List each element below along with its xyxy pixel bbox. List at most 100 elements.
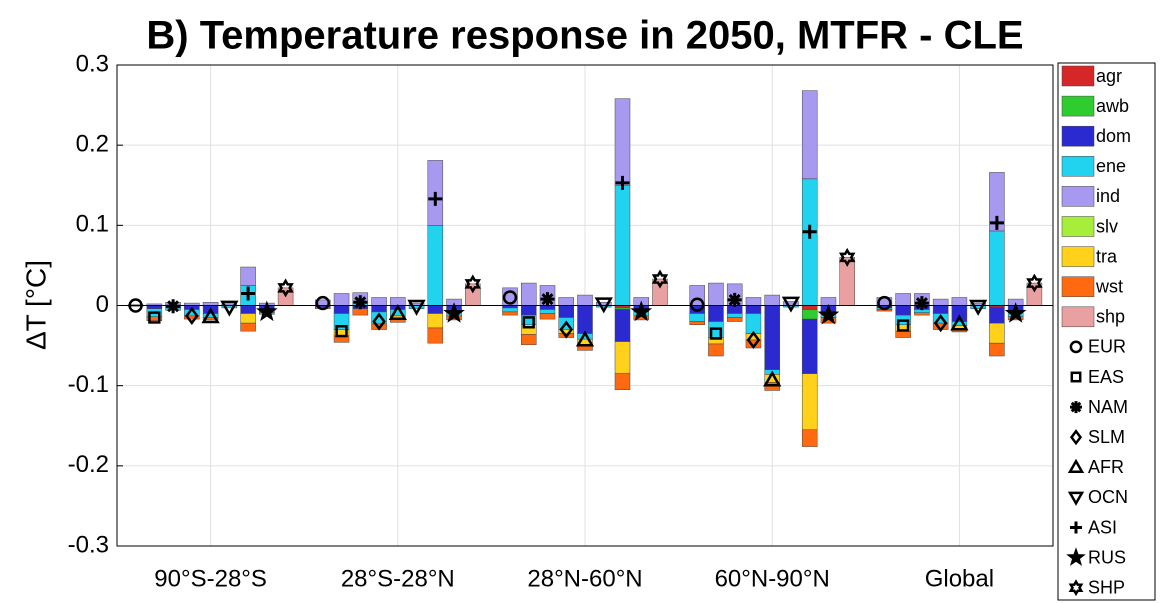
bar-segment — [614, 309, 631, 342]
marker — [220, 300, 239, 317]
marker — [1069, 429, 1083, 446]
legend-label: wst — [1095, 276, 1123, 296]
marker — [630, 300, 653, 322]
marker — [502, 290, 518, 305]
bar-segment — [726, 313, 743, 318]
bar-segment — [202, 317, 219, 321]
x-tick-label: 28°N-60°N — [527, 565, 642, 592]
legend-swatch — [1061, 276, 1095, 297]
bar-segment — [539, 313, 556, 320]
marker — [914, 296, 929, 311]
legend-label: AFR — [1088, 457, 1124, 477]
marker — [933, 314, 948, 333]
marker — [968, 299, 988, 316]
legend-label: EUR — [1088, 337, 1126, 357]
bar-segment — [689, 313, 705, 322]
marker — [781, 296, 801, 313]
bar-segment — [689, 321, 705, 325]
bar-segment — [539, 305, 556, 310]
y-tick-label: 0 — [96, 291, 109, 318]
marker — [522, 316, 535, 329]
bar-segment — [989, 322, 1005, 344]
marker — [148, 311, 161, 324]
marker — [615, 175, 630, 190]
legend-label: slv — [1096, 216, 1118, 236]
legend-label: ASI — [1088, 517, 1117, 537]
marker — [1069, 340, 1083, 354]
bar-segment — [764, 305, 780, 370]
legend-swatch — [1061, 125, 1095, 147]
bar-segment — [577, 305, 593, 334]
y-tick-label: -0.3 — [68, 531, 109, 558]
marker — [256, 300, 278, 322]
bar-segment — [333, 293, 350, 306]
bar-segment — [371, 305, 387, 313]
bar-segment — [801, 305, 818, 310]
legend-label: SHP — [1088, 577, 1125, 597]
marker — [428, 191, 443, 206]
bar-segment — [895, 330, 911, 338]
marker — [372, 312, 386, 331]
bar-segment — [539, 309, 556, 314]
marker — [709, 327, 723, 340]
legend-swatch — [1061, 306, 1095, 328]
bar-segment — [801, 318, 818, 374]
marker — [838, 247, 856, 267]
bar-segment — [577, 294, 593, 306]
bar-segment — [801, 178, 818, 306]
bar-segment — [989, 172, 1005, 232]
y-tick-label: -0.2 — [68, 451, 109, 478]
marker — [1070, 401, 1082, 414]
marker — [763, 370, 782, 387]
marker — [407, 299, 426, 316]
x-tick-label: 90°S-28°S — [154, 565, 267, 592]
marker — [166, 299, 181, 314]
x-tick-label: Global — [925, 565, 994, 592]
bar-segment — [745, 305, 762, 314]
legend-swatch — [1061, 186, 1095, 207]
bar-segment — [240, 266, 256, 286]
marker — [315, 295, 330, 311]
bar-segment — [427, 313, 444, 329]
legend-box — [1057, 62, 1156, 601]
bar-segment — [614, 185, 631, 306]
marker — [690, 297, 705, 312]
marker — [594, 297, 613, 314]
bar-segment — [427, 305, 444, 314]
legend-swatch — [1061, 65, 1095, 87]
bar-segment — [989, 306, 1005, 324]
y-axis-label: ΔT [°C] — [20, 260, 51, 350]
bar-segment — [708, 343, 724, 357]
marker — [817, 303, 840, 325]
marker — [241, 286, 256, 301]
bar-segment — [502, 307, 518, 313]
marker — [388, 303, 407, 321]
marker — [1070, 521, 1082, 534]
marker — [651, 269, 669, 289]
bar-segment — [427, 327, 444, 344]
bar-segment — [951, 297, 968, 306]
bar-segment — [895, 305, 911, 316]
marker — [575, 330, 595, 347]
bar-segment — [521, 305, 537, 316]
marker — [443, 302, 465, 323]
legend-label: awb — [1096, 96, 1129, 116]
marker — [1066, 547, 1086, 566]
marker — [185, 306, 199, 326]
marker — [1026, 273, 1043, 293]
bar-segment — [895, 293, 911, 306]
legend-swatch — [1061, 95, 1095, 117]
bar-segment — [932, 298, 949, 306]
x-tick-label: 60°N-90°N — [715, 565, 830, 592]
bar-segment — [764, 294, 780, 306]
bar-segment — [745, 313, 762, 334]
marker — [353, 295, 368, 310]
marker — [950, 314, 969, 331]
marker — [335, 325, 348, 338]
marker — [277, 278, 294, 298]
bar-segment — [614, 373, 631, 390]
marker — [1004, 302, 1027, 323]
bar-segment — [708, 282, 724, 306]
marker — [1067, 491, 1085, 506]
